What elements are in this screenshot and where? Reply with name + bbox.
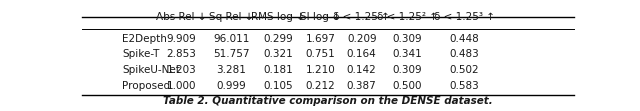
Text: 0.209: 0.209 [347, 34, 376, 44]
Text: 0.309: 0.309 [392, 34, 422, 44]
Text: 0.181: 0.181 [264, 65, 293, 75]
Text: 0.448: 0.448 [449, 34, 479, 44]
Text: 0.502: 0.502 [449, 65, 479, 75]
Text: 3.281: 3.281 [216, 65, 246, 75]
Text: 0.999: 0.999 [216, 81, 246, 91]
Text: SpikeU-Net: SpikeU-Net [122, 65, 180, 75]
Text: 0.212: 0.212 [306, 81, 335, 91]
Text: 0.321: 0.321 [264, 49, 293, 59]
Text: Proposed: Proposed [122, 81, 170, 91]
Text: 0.309: 0.309 [392, 65, 422, 75]
Text: 0.387: 0.387 [347, 81, 376, 91]
Text: 1.000: 1.000 [167, 81, 196, 91]
Text: Abs Rel ↓: Abs Rel ↓ [156, 12, 207, 22]
Text: RMS log ↓: RMS log ↓ [252, 12, 305, 22]
Text: 1.210: 1.210 [306, 65, 335, 75]
Text: Table 2. Quantitative comparison on the DENSE dataset.: Table 2. Quantitative comparison on the … [163, 96, 493, 106]
Text: E2Depth: E2Depth [122, 34, 167, 44]
Text: SI log ↓: SI log ↓ [300, 12, 341, 22]
Text: 0.299: 0.299 [264, 34, 293, 44]
Text: 0.583: 0.583 [449, 81, 479, 91]
Text: Spike-T: Spike-T [122, 49, 159, 59]
Text: 2.853: 2.853 [167, 49, 196, 59]
Text: 0.142: 0.142 [347, 65, 376, 75]
Text: 51.757: 51.757 [213, 49, 250, 59]
Text: δ < 1.25² ↑: δ < 1.25² ↑ [377, 12, 438, 22]
Text: 1.697: 1.697 [306, 34, 335, 44]
Text: 0.483: 0.483 [449, 49, 479, 59]
Text: 96.011: 96.011 [213, 34, 250, 44]
Text: δ < 1.25 ↑: δ < 1.25 ↑ [333, 12, 390, 22]
Text: 0.500: 0.500 [392, 81, 422, 91]
Text: 0.164: 0.164 [347, 49, 376, 59]
Text: 1.203: 1.203 [167, 65, 196, 75]
Text: 0.751: 0.751 [306, 49, 335, 59]
Text: 0.105: 0.105 [264, 81, 293, 91]
Text: Sq Rel ↓: Sq Rel ↓ [209, 12, 253, 22]
Text: 9.909: 9.909 [167, 34, 196, 44]
Text: 0.341: 0.341 [392, 49, 422, 59]
Text: δ < 1.25³ ↑: δ < 1.25³ ↑ [434, 12, 495, 22]
